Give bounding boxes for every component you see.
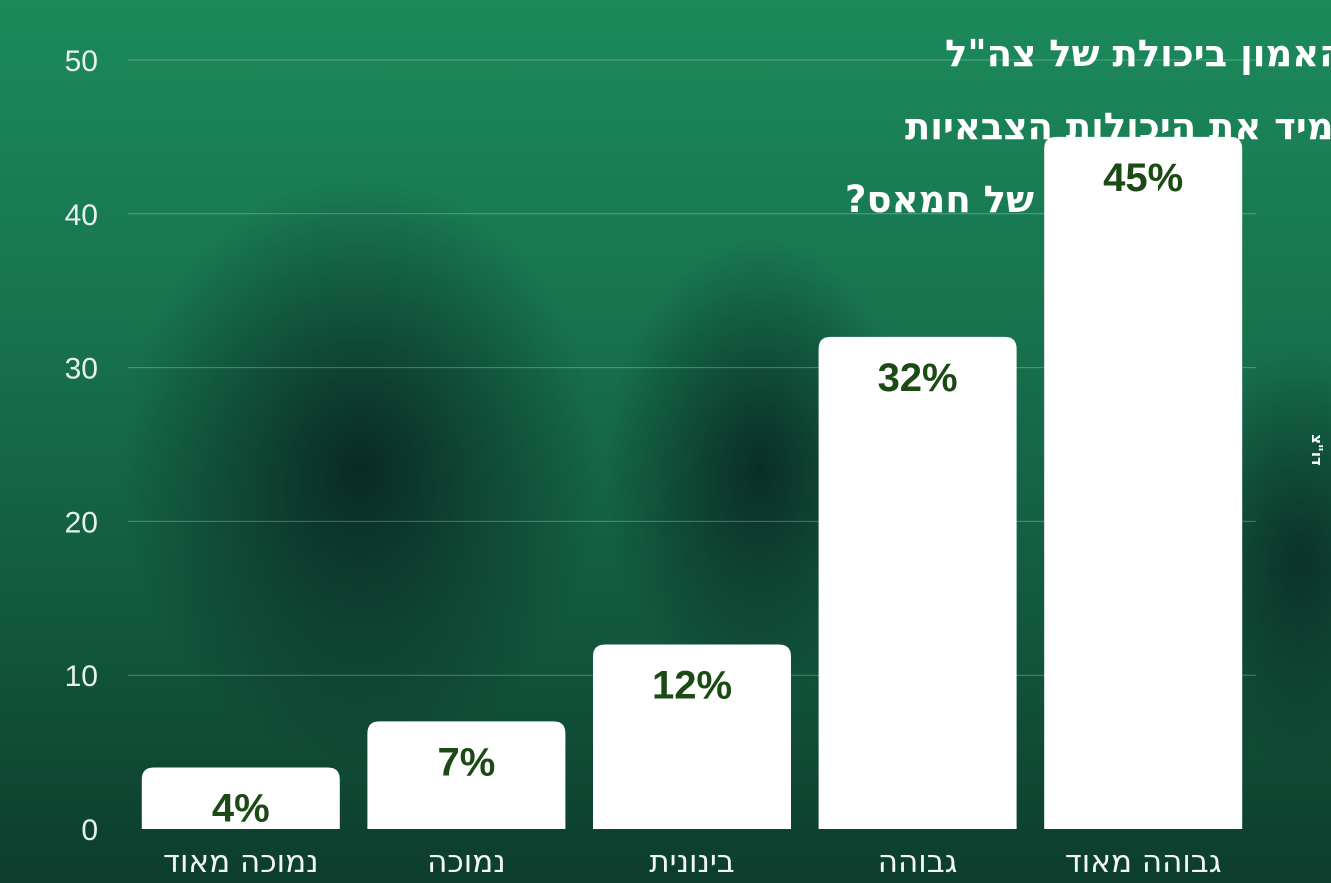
- data-label: 32%: [878, 356, 958, 400]
- x-category-label: בינונית: [649, 844, 734, 880]
- bar: [593, 644, 791, 829]
- title-line-3: והשלטוניות של חמאס?: [845, 178, 1239, 221]
- x-category-label: גבוהה מאוד: [1065, 844, 1222, 880]
- bar: [818, 336, 1017, 829]
- data-label: 7%: [437, 740, 495, 784]
- title-line-2: להשמיד את היכולות הצבאיות: [905, 105, 1331, 148]
- y-tick-label: 50: [65, 45, 98, 78]
- y-axis-ticks: 0 10 20 30 40 50: [65, 45, 98, 847]
- y-tick-label: 20: [65, 506, 98, 539]
- x-category-label: נמוכה מאוד: [163, 844, 319, 880]
- y-tick-label: 40: [65, 199, 98, 232]
- bar: [1044, 136, 1243, 829]
- x-axis-categories: נמוכה מאוד נמוכה בינונית גבוהה גבוהה מאוד: [163, 844, 1222, 880]
- y-tick-label: 30: [65, 353, 98, 386]
- data-label: 45%: [1103, 156, 1183, 200]
- chart-title: מהי מידת האמון ביכולת של צה"ל להשמיד את …: [845, 32, 1331, 221]
- data-label: 4%: [212, 786, 270, 830]
- title-line-1: מהי מידת האמון ביכולת של צה"ל: [945, 32, 1331, 75]
- bar: [141, 767, 340, 829]
- data-label: 12%: [652, 663, 732, 707]
- x-category-label: נמוכה: [427, 844, 506, 880]
- bar: [367, 721, 566, 829]
- photo-credit: דו"צ: [1308, 434, 1326, 466]
- y-tick-label: 0: [81, 814, 98, 847]
- x-category-label: גבוהה: [878, 844, 958, 880]
- bars: 4% 7% 12% 32% 45%: [141, 136, 1243, 830]
- y-tick-label: 10: [65, 660, 98, 693]
